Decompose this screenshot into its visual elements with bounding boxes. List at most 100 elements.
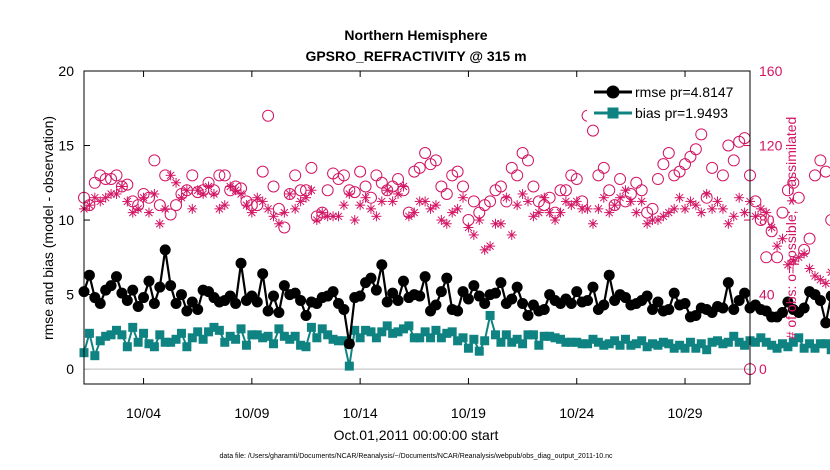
assimilated-marker: [290, 203, 301, 214]
rmse-marker: [343, 338, 355, 350]
bias-marker: [144, 339, 154, 349]
bias-marker: [398, 324, 408, 334]
legend-bias-marker: [607, 107, 619, 119]
series-possible: [78, 109, 830, 376]
left-tick-label: 5: [66, 287, 74, 303]
assimilated-marker: [165, 170, 176, 181]
bias-marker: [263, 331, 273, 341]
bias-marker: [122, 342, 132, 352]
possible-marker: [321, 184, 334, 197]
possible-marker: [305, 161, 318, 174]
rmse-marker: [419, 271, 431, 283]
y-axis-label: rmse and bias (model - observation): [40, 116, 56, 340]
assimilated-marker: [241, 200, 252, 211]
rmse-marker: [490, 287, 502, 299]
assimilated-marker: [717, 203, 728, 214]
bias-marker: [258, 333, 268, 343]
assimilated-marker: [371, 211, 382, 222]
bias-marker: [404, 321, 414, 331]
rmse-marker: [392, 295, 404, 307]
bias-marker: [225, 331, 235, 341]
rmse-marker: [110, 271, 122, 283]
bias-marker: [247, 330, 257, 340]
rmse-marker: [587, 281, 599, 293]
bias-marker: [220, 337, 230, 347]
bias-marker: [539, 331, 549, 341]
possible-marker: [375, 176, 388, 189]
y2-axis-label: # of obs: o=possible; ∗=assimilated: [783, 117, 799, 340]
assimilated-marker: [625, 196, 636, 207]
bias-marker: [101, 331, 111, 341]
x-tick-label: 10/14: [343, 405, 378, 421]
assimilated-marker: [539, 192, 550, 203]
rmse-marker: [268, 290, 280, 302]
x-tick-label: 10/24: [559, 405, 594, 421]
bias-marker: [111, 325, 121, 335]
assimilated-marker: [809, 270, 820, 281]
possible-marker: [684, 150, 697, 163]
assimilated-marker: [349, 215, 360, 226]
bias-marker: [171, 334, 181, 344]
assimilated-marker: [441, 218, 452, 229]
bias-marker: [685, 337, 695, 347]
possible-marker: [646, 202, 659, 215]
bias-marker: [453, 336, 463, 346]
bias-marker: [702, 345, 712, 355]
rmse-marker: [452, 305, 464, 317]
possible-marker: [787, 176, 800, 189]
assimilated-marker: [593, 203, 604, 214]
assimilated-marker: [690, 200, 701, 211]
assimilated-marker: [571, 196, 582, 207]
bias-marker: [496, 337, 506, 347]
bias-marker: [518, 339, 528, 349]
assimilated-marker: [252, 192, 263, 203]
assimilated-marker: [387, 196, 398, 207]
assimilated-marker: [495, 218, 506, 229]
bias-marker: [388, 328, 398, 338]
assimilated-marker: [788, 256, 799, 267]
possible-marker: [716, 169, 729, 182]
bias-marker: [637, 336, 647, 346]
rmse-marker: [462, 293, 474, 305]
assimilated-marker: [728, 211, 739, 222]
possible-marker: [792, 191, 805, 204]
bias-marker: [734, 337, 744, 347]
rmse-marker: [165, 280, 177, 292]
rmse-marker: [722, 277, 734, 289]
possible-marker: [776, 206, 789, 219]
possible-marker: [608, 199, 621, 212]
assimilated-marker: [447, 207, 458, 218]
possible-marker: [435, 180, 448, 193]
assimilated-marker: [225, 181, 236, 192]
assimilated-marker: [658, 211, 669, 222]
assimilated-marker: [257, 196, 268, 207]
bias-marker: [480, 336, 490, 346]
bias-marker: [583, 339, 593, 349]
assimilated-marker: [550, 215, 561, 226]
rmse-marker: [414, 290, 426, 302]
assimilated-marker: [755, 203, 766, 214]
x-tick-label: 10/29: [668, 405, 703, 421]
right-tick-label: 160: [759, 63, 783, 79]
chart-title-block: Northern Hemisphere GPSRO_REFRACTIVITY @…: [305, 27, 526, 64]
bias-marker: [626, 340, 636, 350]
bias-marker: [550, 333, 560, 343]
bias-marker: [133, 337, 143, 347]
bias-marker: [274, 324, 284, 334]
plot-frame: [83, 70, 751, 385]
bias-marker: [729, 331, 739, 341]
assimilated-marker: [523, 196, 533, 207]
rmse-marker: [105, 280, 117, 292]
assimilated-marker: [674, 192, 685, 203]
possible-marker: [413, 161, 426, 174]
bias-marker: [328, 334, 338, 344]
possible-marker: [727, 154, 740, 167]
chart-title: Northern Hemisphere: [344, 27, 487, 43]
bias-marker: [436, 333, 446, 343]
bias-marker: [128, 322, 138, 332]
assimilated-marker: [663, 207, 674, 218]
rmse-marker: [83, 269, 95, 281]
bias-marker: [593, 337, 603, 347]
rmse-marker: [148, 298, 160, 310]
possible-marker: [337, 169, 350, 182]
